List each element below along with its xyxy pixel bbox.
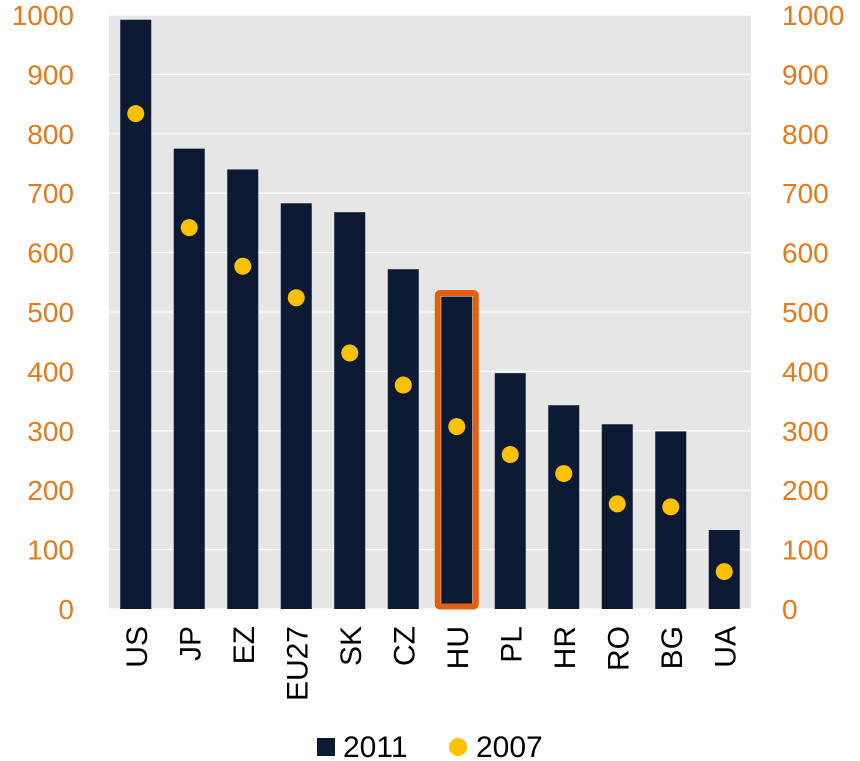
x-tick-label: EU27 xyxy=(281,626,314,701)
left-y-tick-label: 400 xyxy=(27,356,74,387)
bar-sk xyxy=(334,212,366,609)
right-y-axis: 0 100 200 300 400 500 600 700 800 900 1000 xyxy=(782,0,844,625)
x-tick-label: CZ xyxy=(388,626,421,666)
marker-ua xyxy=(715,563,733,581)
marker-sk xyxy=(341,344,359,362)
left-y-tick-label: 900 xyxy=(27,59,74,90)
right-y-tick-label: 200 xyxy=(782,475,829,506)
marker-bg xyxy=(662,498,680,516)
gridlines xyxy=(109,14,751,610)
right-y-tick-label: 700 xyxy=(782,178,829,209)
left-y-tick-label: 600 xyxy=(27,238,74,269)
left-y-axis: 0 100 200 300 400 500 600 700 800 900 1000 xyxy=(12,0,74,625)
left-y-tick-label: 800 xyxy=(27,119,74,150)
marker-ro xyxy=(608,495,626,513)
right-y-tick-label: 1000 xyxy=(782,0,844,31)
left-y-tick-label: 300 xyxy=(27,416,74,447)
legend-swatch-2007 xyxy=(449,738,467,756)
x-tick-label: US xyxy=(121,626,154,668)
highlight-outline-hu xyxy=(434,290,479,610)
x-tick-label: HU xyxy=(442,626,475,669)
right-y-tick-label: 600 xyxy=(782,238,829,269)
marker-ez xyxy=(234,257,252,275)
marker-cz xyxy=(394,376,412,394)
marker-hu xyxy=(448,418,466,436)
marker-jp xyxy=(180,219,198,237)
left-y-tick-label: 700 xyxy=(27,178,74,209)
bar-pl xyxy=(494,373,526,609)
right-y-tick-label: 800 xyxy=(782,119,829,150)
legend: 2011 2007 xyxy=(317,731,543,761)
right-y-tick-label: 900 xyxy=(782,59,829,90)
marker-hr xyxy=(555,465,573,483)
bar-ro xyxy=(601,424,633,609)
x-tick-label: BG xyxy=(656,626,689,669)
bar-jp xyxy=(173,148,205,609)
x-tick-label: EZ xyxy=(228,626,261,664)
x-tick-label: HR xyxy=(549,626,582,669)
left-y-tick-label: 100 xyxy=(27,535,74,566)
x-tick-label: JP xyxy=(174,626,207,661)
marker-eu27 xyxy=(287,289,305,307)
bar-eu27 xyxy=(280,203,312,609)
x-tick-label: SK xyxy=(335,626,368,666)
left-y-tick-label: 0 xyxy=(58,594,74,625)
left-y-tick-label: 500 xyxy=(27,297,74,328)
highlight-box xyxy=(434,290,479,610)
x-tick-label: RO xyxy=(602,626,635,671)
legend-swatch-2011 xyxy=(317,738,335,756)
bar-hu xyxy=(441,296,473,609)
bars-2011 xyxy=(120,19,740,609)
right-y-tick-label: 100 xyxy=(782,535,829,566)
right-y-tick-label: 300 xyxy=(782,416,829,447)
right-y-tick-label: 0 xyxy=(782,594,798,625)
bar-bg xyxy=(655,431,687,609)
x-tick-label: UA xyxy=(709,626,742,668)
legend-label-2011: 2011 xyxy=(343,731,408,761)
bar-cz xyxy=(387,269,419,609)
marker-us xyxy=(127,105,145,123)
left-y-tick-label: 200 xyxy=(27,475,74,506)
bar-hr xyxy=(548,405,580,609)
bar-ez xyxy=(227,169,259,609)
left-y-tick-label: 1000 xyxy=(12,0,74,31)
x-axis: US JP EZ EU27 SK CZ HU PL HR RO BG UA xyxy=(121,626,743,701)
x-tick-label: PL xyxy=(495,626,528,663)
marker-pl xyxy=(501,446,519,464)
markers-2007 xyxy=(127,105,733,581)
right-y-tick-label: 400 xyxy=(782,356,829,387)
legend-label-2007: 2007 xyxy=(476,731,543,761)
right-y-tick-label: 500 xyxy=(782,297,829,328)
